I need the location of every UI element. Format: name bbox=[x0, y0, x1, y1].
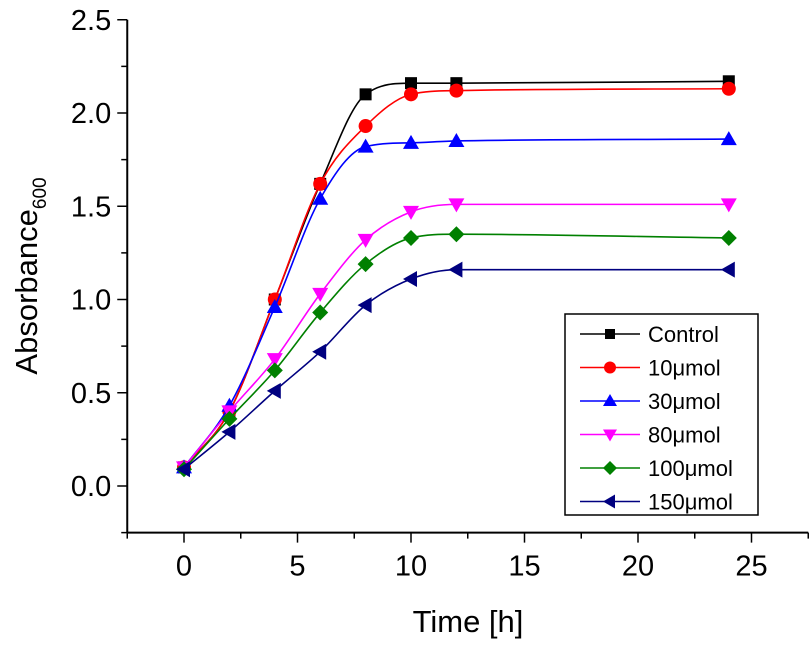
data-point-diamond bbox=[403, 229, 419, 246]
series-line bbox=[183, 138, 729, 468]
data-point-circle bbox=[313, 176, 328, 191]
y-tick-label: 0.5 bbox=[71, 378, 111, 410]
data-point-triangle-left bbox=[312, 343, 327, 360]
legend-item: Control bbox=[580, 322, 719, 347]
legend-label: 10μmol bbox=[648, 356, 721, 381]
y-tick-label: 1.0 bbox=[71, 285, 111, 317]
x-tick-label: 15 bbox=[508, 551, 540, 583]
data-point-diamond bbox=[603, 461, 617, 475]
data-point-triangle-up bbox=[312, 190, 329, 205]
legend-label: 30μmol bbox=[648, 389, 721, 414]
y-tick-label: 1.5 bbox=[71, 191, 111, 223]
x-ticks: 0 5 10 15 20 25 bbox=[126, 532, 809, 583]
legend-label: Control bbox=[648, 322, 719, 347]
data-point-triangle-up bbox=[448, 132, 465, 147]
data-point-triangle-left bbox=[266, 382, 281, 399]
series-150-mol bbox=[176, 261, 735, 478]
data-point-diamond bbox=[266, 362, 283, 379]
data-point-triangle-down bbox=[603, 429, 617, 442]
series-100-mol bbox=[176, 226, 737, 478]
data-point-triangle-down bbox=[720, 198, 737, 213]
data-point-triangle-down bbox=[357, 233, 374, 248]
legend-item: 100μmol bbox=[580, 456, 733, 481]
y-axis-title: Absorbance600 bbox=[9, 177, 51, 374]
data-point-triangle-down bbox=[312, 287, 329, 302]
data-point-triangle-left bbox=[403, 270, 417, 287]
series-line bbox=[183, 203, 729, 468]
series-line bbox=[183, 233, 729, 470]
legend-box bbox=[564, 313, 759, 516]
legend-item: 150μmol bbox=[580, 490, 733, 515]
legend-label: 100μmol bbox=[648, 456, 733, 481]
data-point-triangle-up bbox=[403, 134, 419, 149]
data-point-circle bbox=[358, 119, 373, 134]
data-point-triangle-left bbox=[221, 423, 236, 440]
data-point-diamond bbox=[221, 410, 238, 427]
y-tick-label: 2.0 bbox=[71, 98, 111, 130]
x-tick-label: 10 bbox=[395, 551, 427, 583]
data-point-triangle-left bbox=[720, 261, 735, 278]
y-axis-title-main: Absorbance bbox=[9, 209, 44, 374]
data-point-triangle-up bbox=[603, 394, 617, 406]
data-point-circle bbox=[604, 361, 616, 374]
data-point-triangle-down bbox=[403, 205, 419, 220]
data-point-square bbox=[359, 88, 372, 101]
x-tick-label: 5 bbox=[289, 551, 305, 583]
legend-item: 80μmol bbox=[580, 423, 721, 448]
data-point-square bbox=[405, 77, 417, 90]
legend-items: Control 10μmol 30μmol 80μmol 100μmol 150μmol bbox=[580, 322, 733, 515]
data-point-diamond bbox=[720, 229, 737, 246]
x-tick-label: 25 bbox=[735, 551, 767, 583]
data-point-square bbox=[605, 329, 615, 339]
plot-series bbox=[176, 75, 737, 478]
y-tick-label: 2.5 bbox=[71, 5, 111, 37]
data-point-diamond bbox=[312, 304, 329, 321]
data-point-triangle-left bbox=[448, 261, 463, 278]
legend-label: 80μmol bbox=[648, 423, 721, 448]
axes: 0.0 0.5 1.0 1.5 2.0 2.5 0 5 10 15 20 25 bbox=[71, 5, 809, 583]
data-point-circle bbox=[449, 83, 464, 98]
data-point-triangle-up bbox=[720, 131, 737, 146]
data-point-triangle-left bbox=[357, 297, 372, 314]
data-point-triangle-down bbox=[266, 353, 283, 368]
legend-item: 30μmol bbox=[580, 389, 721, 414]
y-tick-label: 0.0 bbox=[71, 471, 111, 503]
data-point-diamond bbox=[357, 256, 374, 273]
data-point-circle bbox=[721, 81, 736, 96]
x-axis-title: Time [h] bbox=[413, 604, 524, 639]
series-line bbox=[183, 87, 729, 468]
data-point-triangle-left bbox=[603, 494, 615, 509]
data-point-triangle-up bbox=[266, 298, 283, 313]
x-tick-label: 20 bbox=[622, 551, 654, 583]
x-tick-label: 0 bbox=[176, 551, 192, 583]
legend: Control 10μmol 30μmol 80μmol 100μmol 150μmol bbox=[564, 313, 759, 516]
data-point-circle bbox=[404, 87, 418, 102]
data-point-diamond bbox=[448, 226, 465, 243]
legend-label: 150μmol bbox=[648, 490, 733, 515]
legend-item: 10μmol bbox=[580, 356, 721, 381]
data-point-triangle-up bbox=[357, 138, 374, 153]
y-ticks: 0.0 0.5 1.0 1.5 2.0 2.5 bbox=[71, 5, 128, 534]
data-point-triangle-down bbox=[448, 198, 465, 213]
data-point-triangle-left bbox=[176, 461, 190, 478]
y-axis-title-subscript: 600 bbox=[30, 177, 51, 209]
